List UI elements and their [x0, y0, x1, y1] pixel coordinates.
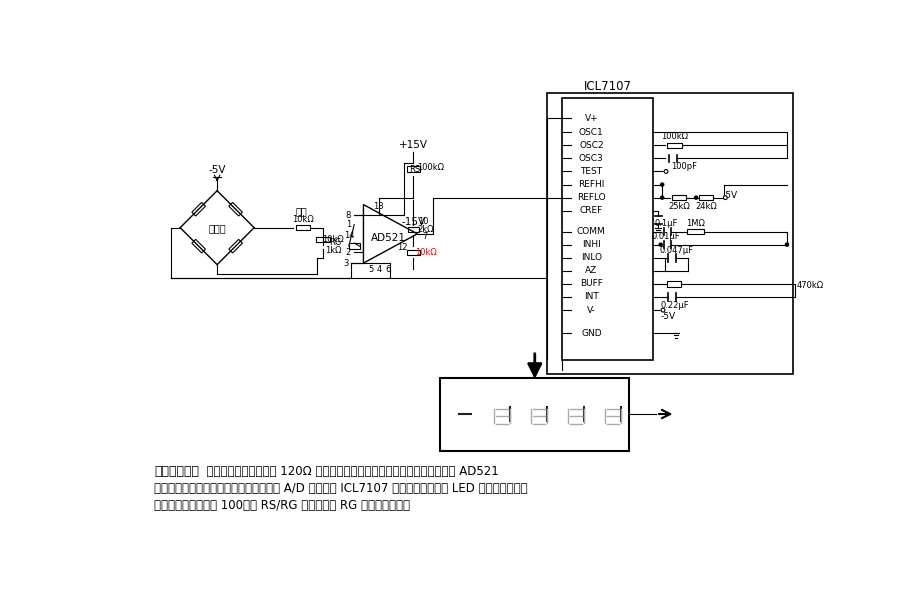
- Text: -5V: -5V: [661, 312, 676, 321]
- Text: 24kΩ: 24kΩ: [695, 201, 717, 211]
- Text: ICL7107: ICL7107: [584, 80, 632, 93]
- Text: OSC2: OSC2: [579, 141, 604, 150]
- Text: COMM: COMM: [577, 227, 606, 236]
- Text: 7: 7: [422, 231, 428, 241]
- Text: 12: 12: [397, 243, 408, 252]
- Text: 压力测量电路: 压力测量电路: [154, 465, 199, 478]
- Text: +15V: +15V: [399, 139, 428, 150]
- Bar: [409, 227, 419, 232]
- Text: AD521: AD521: [372, 233, 407, 243]
- Circle shape: [661, 308, 665, 312]
- Bar: [229, 239, 242, 253]
- Text: 100kΩ: 100kΩ: [661, 133, 688, 141]
- Text: 本电路采用标称阻值为 120Ω 的全桥式薄片型应变片，将拉力或压力信号由 AD521: 本电路采用标称阻值为 120Ω 的全桥式薄片型应变片，将拉力或压力信号由 AD5…: [198, 465, 498, 478]
- Bar: [192, 239, 206, 253]
- Bar: [316, 236, 330, 242]
- Text: GND: GND: [581, 328, 601, 338]
- Text: 13: 13: [374, 201, 384, 211]
- Text: RS: RS: [409, 165, 420, 174]
- Bar: [687, 229, 704, 234]
- Text: 1: 1: [346, 220, 351, 229]
- Text: V+: V+: [585, 114, 599, 123]
- Bar: [562, 98, 653, 360]
- Text: 3: 3: [343, 258, 349, 268]
- Bar: [297, 225, 310, 230]
- Text: 电路中放大器增益为 100，由 RS/RG 决定。改变 RG 可改变增益值。: 电路中放大器增益为 100，由 RS/RG 决定。改变 RG 可改变增益值。: [154, 499, 410, 511]
- Text: 组成的差动放大电路放大后，送到积分式 A/D 转换芯片 ICL7107 变为数字量，再经 LED 显示出测量值。: 组成的差动放大电路放大后，送到积分式 A/D 转换芯片 ICL7107 变为数字…: [154, 482, 528, 495]
- Bar: [408, 250, 420, 255]
- Text: 10kΩ: 10kΩ: [415, 248, 437, 257]
- Bar: [441, 378, 629, 451]
- Text: BUFF: BUFF: [580, 279, 603, 289]
- Text: 4: 4: [376, 265, 382, 274]
- Bar: [547, 93, 793, 374]
- Text: 470kΩ: 470kΩ: [796, 281, 823, 290]
- Text: 调零: 调零: [296, 206, 308, 216]
- Text: -5V: -5V: [722, 191, 737, 200]
- Text: 10: 10: [419, 217, 429, 226]
- Text: 0.01μF: 0.01μF: [652, 231, 680, 241]
- Text: 100pF: 100pF: [671, 161, 697, 171]
- Text: 0.22μF: 0.22μF: [660, 301, 688, 310]
- Text: -5V: -5V: [208, 165, 226, 175]
- Text: REFLO: REFLO: [577, 193, 606, 202]
- Bar: [229, 203, 242, 216]
- Text: INHI: INHI: [582, 240, 600, 249]
- Circle shape: [659, 243, 662, 246]
- Bar: [407, 166, 420, 172]
- Text: 1MΩ: 1MΩ: [686, 219, 705, 228]
- Text: 10kΩ: 10kΩ: [322, 235, 343, 244]
- Bar: [666, 281, 680, 287]
- Text: 2: 2: [346, 248, 351, 257]
- Text: 100kΩ: 100kΩ: [417, 163, 444, 172]
- Text: TEST: TEST: [580, 167, 602, 176]
- Text: 5: 5: [368, 265, 374, 274]
- Text: RG: RG: [330, 238, 341, 247]
- Text: 0.1μF: 0.1μF: [655, 219, 677, 228]
- Text: 10kΩ: 10kΩ: [293, 215, 314, 223]
- Text: CREF: CREF: [580, 206, 603, 216]
- Circle shape: [664, 169, 668, 173]
- Circle shape: [723, 196, 727, 200]
- Text: OSC3: OSC3: [579, 154, 604, 163]
- Circle shape: [661, 196, 664, 199]
- Text: AZ: AZ: [586, 266, 598, 275]
- Text: 0.047μF: 0.047μF: [659, 246, 693, 255]
- Text: V-: V-: [587, 306, 596, 314]
- Bar: [349, 243, 360, 249]
- Text: 14: 14: [343, 231, 354, 240]
- Circle shape: [786, 243, 789, 246]
- Text: 6: 6: [386, 265, 391, 274]
- Bar: [672, 195, 686, 200]
- Text: 25kΩ: 25kΩ: [668, 201, 690, 211]
- Text: REFHI: REFHI: [578, 180, 605, 189]
- Bar: [192, 203, 206, 216]
- Bar: [666, 142, 682, 148]
- Circle shape: [695, 196, 698, 199]
- Text: 应变片: 应变片: [208, 223, 226, 233]
- Text: INLO: INLO: [581, 253, 602, 262]
- Circle shape: [661, 183, 664, 186]
- Text: 1kΩ: 1kΩ: [325, 246, 341, 255]
- Text: 8: 8: [346, 211, 351, 220]
- Text: -15V: -15V: [401, 217, 426, 227]
- Text: OSC1: OSC1: [579, 128, 604, 137]
- Text: INT: INT: [584, 292, 599, 301]
- Text: 2kΩ: 2kΩ: [418, 225, 434, 234]
- Bar: [700, 195, 713, 200]
